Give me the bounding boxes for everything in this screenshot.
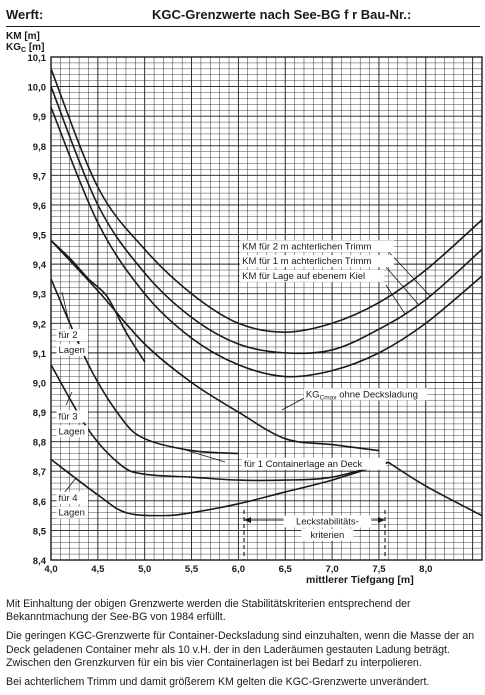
leck-arrow-right-head bbox=[378, 517, 385, 523]
series-line-3 bbox=[50, 106, 483, 378]
series-line-7 bbox=[50, 458, 389, 517]
leader-kgcmax bbox=[281, 396, 307, 411]
y-axis-label-km: KM [m] bbox=[6, 31, 40, 42]
shipyard-label: Werft: bbox=[6, 7, 44, 22]
y-tick-label: 10,1 bbox=[28, 53, 47, 64]
annotation-backdrop bbox=[56, 329, 88, 342]
series-line-9 bbox=[387, 461, 483, 517]
y-axis-label-kgc: KGC [m] bbox=[6, 42, 44, 54]
annotation-backdrop bbox=[56, 343, 88, 356]
x-tick-label: 4,0 bbox=[44, 564, 57, 575]
annotation-backdrop bbox=[303, 388, 428, 401]
y-tick-label: 9,9 bbox=[33, 112, 46, 123]
plot-frame bbox=[50, 56, 483, 561]
page-header: Werft: KGC-Grenzwerte nach See-BG f r Ba… bbox=[6, 4, 480, 27]
x-tick-label: 6,0 bbox=[232, 564, 245, 575]
x-tick-label: 7,5 bbox=[372, 564, 386, 575]
annotation-backdrop bbox=[240, 240, 395, 253]
series-line-6 bbox=[50, 364, 389, 482]
x-tick-label: 4,5 bbox=[91, 564, 105, 575]
annotation-backdrop bbox=[283, 515, 372, 528]
y-tick-label: 8,4 bbox=[33, 556, 47, 567]
notes-section: Mit Einhaltung der obigen Grenzwerte wer… bbox=[6, 598, 480, 695]
y-tick-label: 9,3 bbox=[33, 290, 46, 301]
annotation-backdrop bbox=[242, 457, 386, 470]
chart-grid bbox=[50, 56, 483, 561]
leader-2-lagen bbox=[61, 291, 69, 319]
annotation-backdrop bbox=[56, 506, 88, 519]
annotation-label: für 2 bbox=[58, 330, 77, 341]
annotation-backdrop bbox=[56, 410, 88, 423]
y-tick-label: 9,4 bbox=[33, 260, 47, 271]
y-tick-label: 9,2 bbox=[33, 319, 46, 330]
leader-1m bbox=[385, 266, 419, 305]
series-line-2 bbox=[50, 86, 483, 355]
x-axis-label: mittlerer Tiefgang [m] bbox=[306, 574, 414, 586]
annotation-backdrop bbox=[240, 269, 384, 282]
annotation-backdrop bbox=[301, 528, 354, 541]
annotation-label: Lagen bbox=[58, 426, 84, 437]
y-tick-label: 8,9 bbox=[33, 408, 46, 419]
y-axis-title: KM [m] KGC [m] bbox=[6, 31, 44, 54]
x-tick-label: 5,5 bbox=[185, 564, 199, 575]
chart-annotations: KM für 2 m achterlichen Trimm KM für 1 m … bbox=[56, 240, 428, 541]
annotation-label: für 4 bbox=[58, 493, 77, 504]
series-line-4 bbox=[50, 239, 380, 452]
series-line-1 bbox=[50, 68, 483, 333]
annotation-label: KM für 2 m achterlichen Trimm bbox=[242, 241, 371, 252]
x-tick-label: 6,5 bbox=[279, 564, 293, 575]
y-tick-label: 9,5 bbox=[33, 231, 47, 242]
y-tick-label: 10,0 bbox=[28, 83, 47, 94]
y-tick-label: 8,6 bbox=[33, 497, 46, 508]
leader-4-lagen bbox=[63, 477, 77, 494]
leader-1-lage bbox=[178, 447, 226, 463]
note-paragraph-1: Mit Einhaltung der obigen Grenzwerte wer… bbox=[6, 598, 411, 624]
page-title: KGC-Grenzwerte nach See-BG f r Bau-Nr.: bbox=[152, 7, 412, 22]
y-tick-label: 9,1 bbox=[33, 349, 47, 360]
annotation-label: für 3 bbox=[58, 411, 77, 422]
x-axis-ticks: 4,0 4,5 5,0 5,5 6,0 6,5 7,0 7,5 8,0 bbox=[44, 564, 432, 575]
y-tick-label: 9,8 bbox=[33, 142, 46, 153]
series-line-8 bbox=[50, 239, 146, 363]
annotation-label: KM für 1 m achterlichen Trimm bbox=[242, 256, 371, 267]
note-paragraph-3: Bei achterlichem Trimm und damit größere… bbox=[6, 676, 430, 689]
x-tick-label: 7,0 bbox=[325, 564, 338, 575]
leck-arrow-left-head bbox=[244, 517, 251, 523]
annotation-label: Lagen bbox=[58, 508, 84, 519]
chart-decorations bbox=[61, 248, 431, 560]
annotation-label: Lagen bbox=[58, 345, 84, 356]
annotation-label: kriterien bbox=[311, 530, 345, 541]
annotation-label: Leckstabilitäts- bbox=[296, 516, 359, 527]
annotation-backdrop bbox=[56, 425, 88, 438]
leader-even bbox=[385, 284, 406, 315]
note-paragraph-2: Die geringen KGC-Grenzwerte für Containe… bbox=[6, 630, 475, 669]
kgc-limit-chart: KM [m] KGC [m] 8,4 8,5 8,6 8,7 8,8 8,9 9,0 9,1 9… bbox=[6, 31, 483, 586]
annotation-label: KM für Lage auf ebenem Kiel bbox=[242, 271, 365, 282]
y-axis-ticks: 8,4 8,5 8,6 8,7 8,8 8,9 9,0 9,1 9,2 9,3 9,4 9,5 9,6 9… bbox=[28, 53, 47, 567]
x-tick-label: 5,0 bbox=[138, 564, 151, 575]
x-tick-label: 8,0 bbox=[419, 564, 432, 575]
y-tick-label: 8,5 bbox=[33, 526, 47, 537]
annotation-label: für 1 Containerlage an Deck bbox=[244, 459, 363, 470]
y-tick-label: 8,7 bbox=[33, 467, 46, 478]
leader-3-lagen bbox=[65, 391, 73, 406]
y-tick-label: 8,8 bbox=[33, 438, 46, 449]
y-tick-label: 9,0 bbox=[33, 378, 46, 389]
annotation-backdrop bbox=[240, 255, 395, 268]
y-tick-label: 9,6 bbox=[33, 201, 46, 212]
y-tick-label: 9,7 bbox=[33, 171, 46, 182]
annotation-backdrop bbox=[56, 491, 88, 504]
